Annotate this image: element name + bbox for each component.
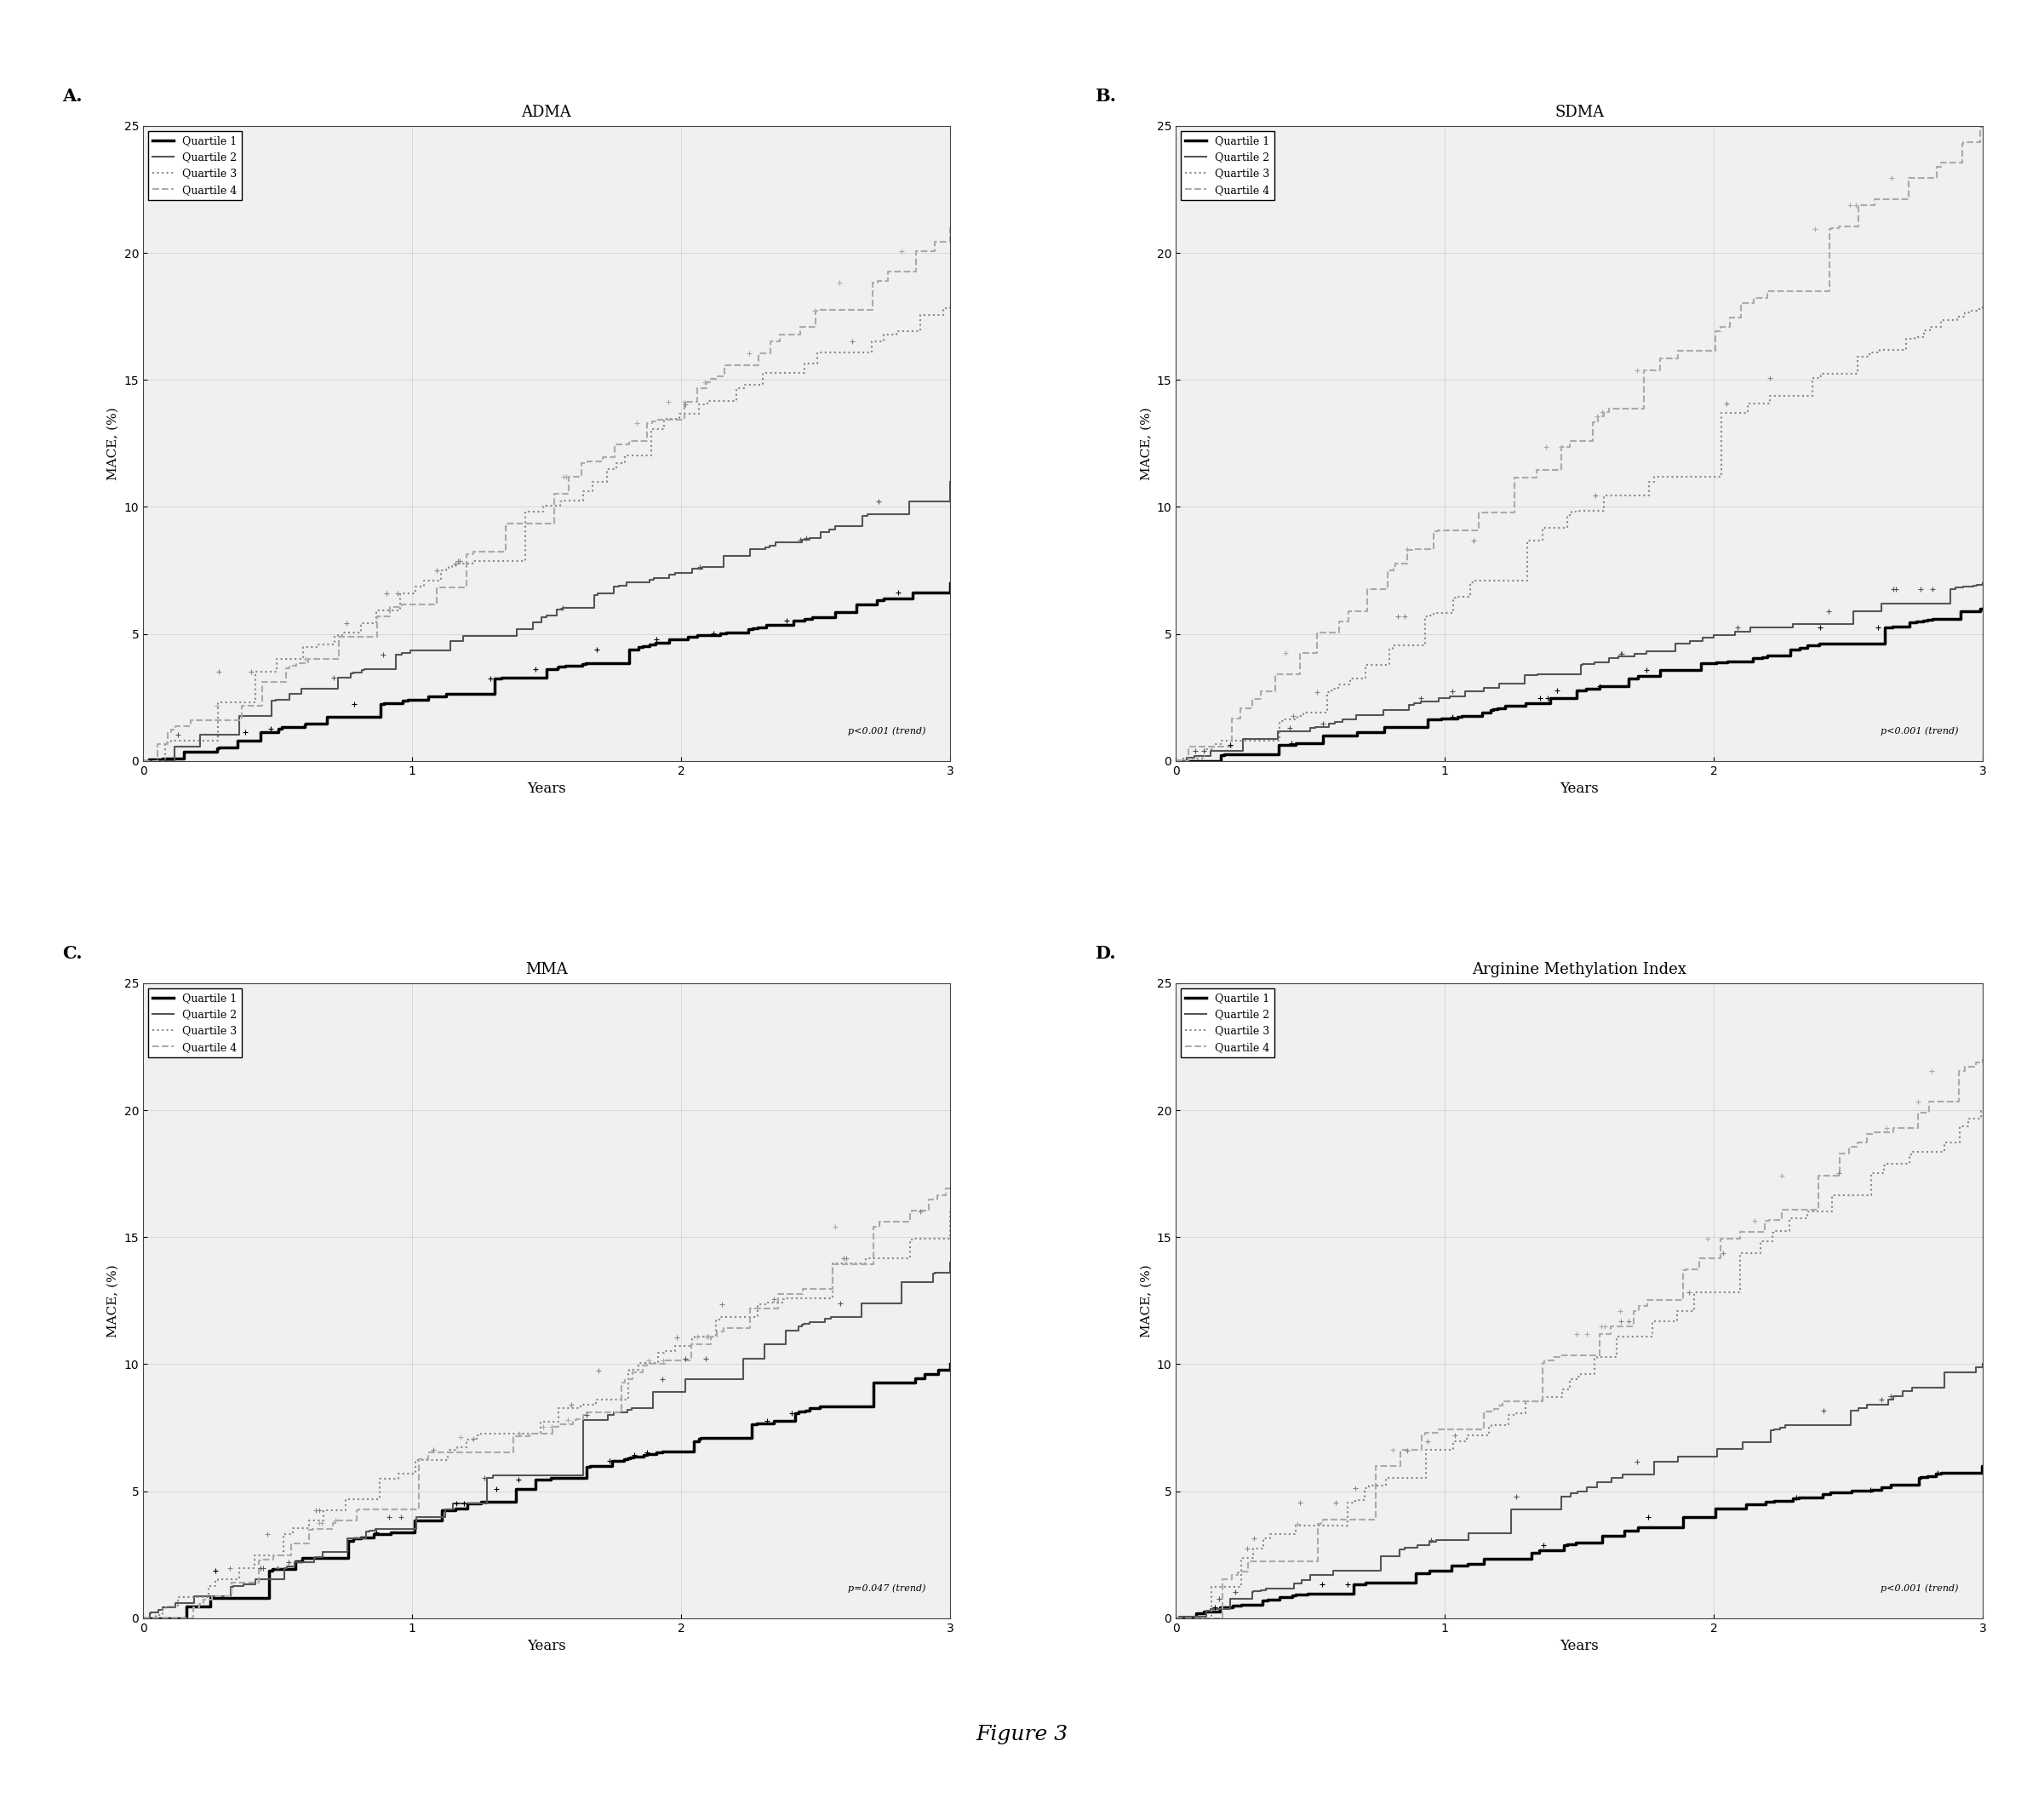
Legend: Quartile 1, Quartile 2, Quartile 3, Quartile 4: Quartile 1, Quartile 2, Quartile 3, Quar… [149, 131, 241, 200]
Text: p<0.001 (trend): p<0.001 (trend) [1880, 726, 1958, 735]
Text: Figure 3: Figure 3 [975, 1724, 1069, 1744]
X-axis label: Years: Years [1560, 1640, 1598, 1654]
Title: SDMA: SDMA [1555, 104, 1605, 120]
X-axis label: Years: Years [527, 782, 566, 797]
Y-axis label: MACE, (%): MACE, (%) [1141, 406, 1153, 480]
Title: ADMA: ADMA [521, 104, 572, 120]
X-axis label: Years: Years [527, 1640, 566, 1654]
Y-axis label: MACE, (%): MACE, (%) [1141, 1264, 1153, 1338]
Text: A.: A. [63, 88, 82, 104]
Text: B.: B. [1096, 88, 1116, 104]
X-axis label: Years: Years [1560, 782, 1598, 797]
Y-axis label: MACE, (%): MACE, (%) [106, 1264, 119, 1338]
Y-axis label: MACE, (%): MACE, (%) [106, 406, 119, 480]
Title: Arginine Methylation Index: Arginine Methylation Index [1472, 962, 1686, 976]
Text: C.: C. [63, 946, 82, 962]
Text: p<0.001 (trend): p<0.001 (trend) [848, 726, 926, 735]
Text: p=0.047 (trend): p=0.047 (trend) [848, 1584, 926, 1593]
Legend: Quartile 1, Quartile 2, Quartile 3, Quartile 4: Quartile 1, Quartile 2, Quartile 3, Quar… [1181, 131, 1273, 200]
Text: p<0.001 (trend): p<0.001 (trend) [1880, 1584, 1958, 1593]
Legend: Quartile 1, Quartile 2, Quartile 3, Quartile 4: Quartile 1, Quartile 2, Quartile 3, Quar… [149, 989, 241, 1057]
Text: D.: D. [1096, 946, 1116, 962]
Title: MMA: MMA [525, 962, 568, 976]
Legend: Quartile 1, Quartile 2, Quartile 3, Quartile 4: Quartile 1, Quartile 2, Quartile 3, Quar… [1181, 989, 1273, 1057]
